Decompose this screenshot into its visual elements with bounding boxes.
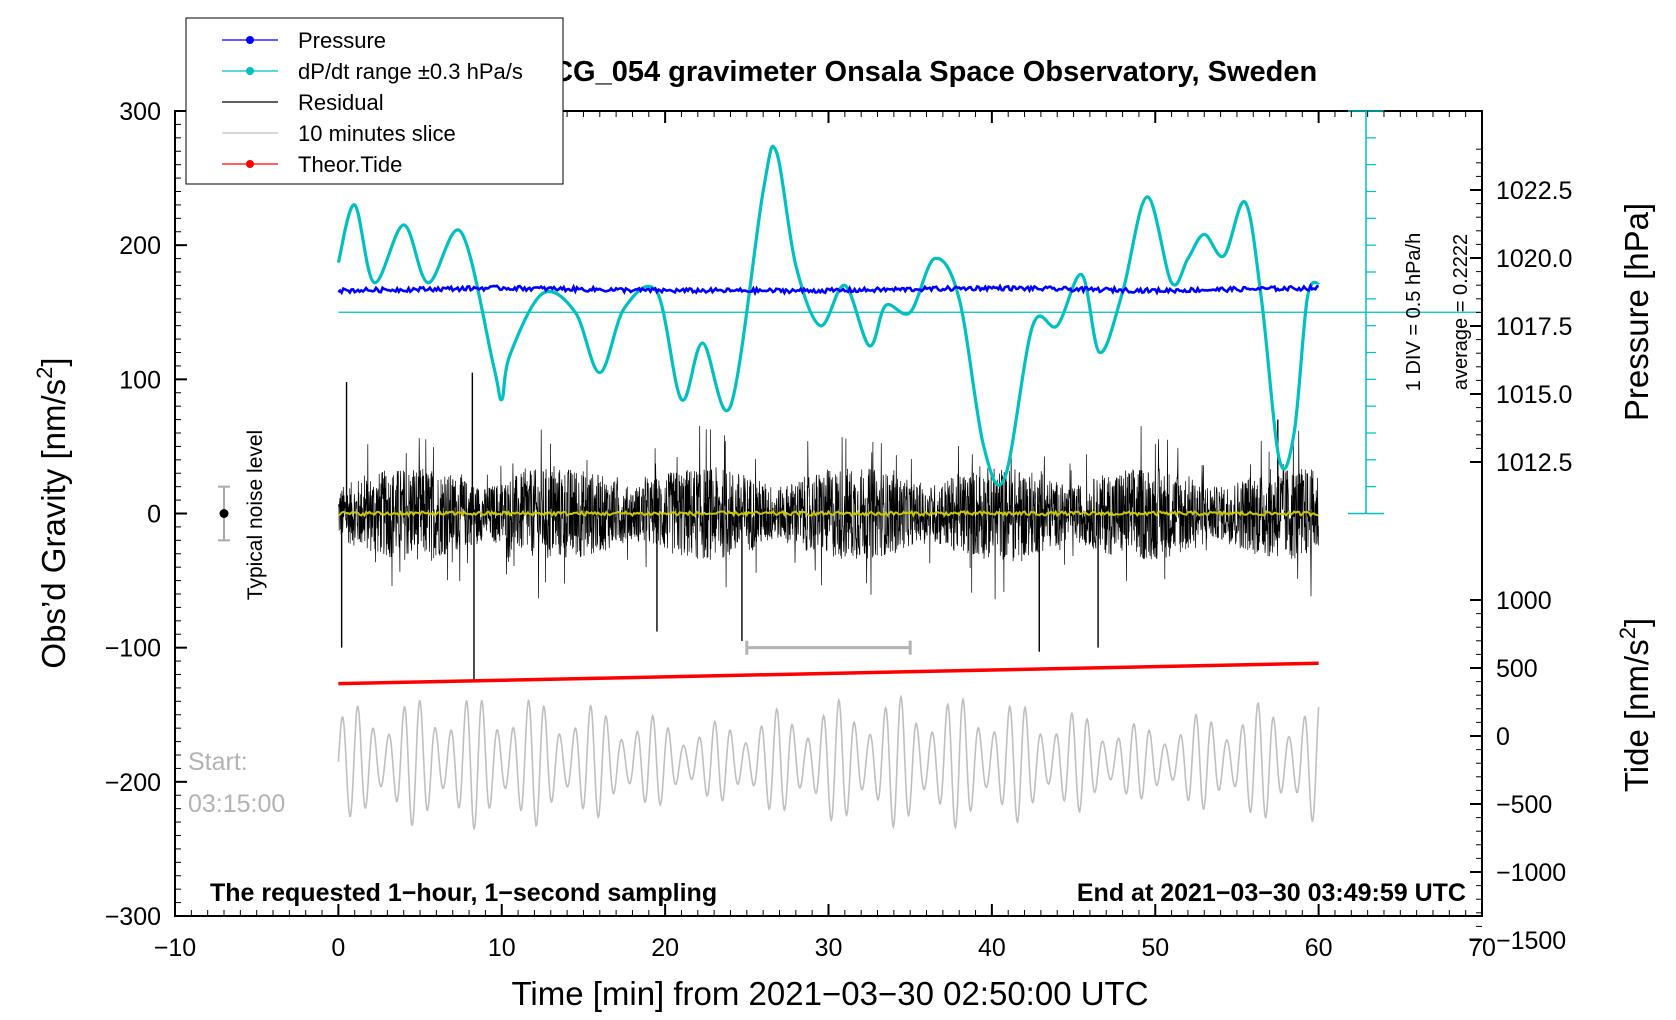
slice-range-bar bbox=[745, 640, 912, 655]
tide-axis-label-close: ] bbox=[1618, 618, 1655, 627]
pressure-tick-label: 1017.5 bbox=[1496, 313, 1572, 341]
legend-label: Pressure bbox=[298, 28, 386, 53]
start-label: Start: bbox=[188, 748, 248, 776]
tide-axis-ticks: 1000 500 0 −500 −1000 −1500 bbox=[1470, 587, 1566, 955]
x-tick-label: 20 bbox=[651, 934, 679, 962]
legend-label: Theor.Tide bbox=[298, 152, 402, 177]
pressure-tick-label: 1012.5 bbox=[1496, 449, 1572, 477]
gravity-tick-label: −200 bbox=[105, 769, 161, 797]
gravity-tick-label: −100 bbox=[105, 635, 161, 663]
legend-label: 10 minutes slice bbox=[298, 121, 456, 146]
mean-line bbox=[337, 509, 1319, 518]
x-tick-label: −10 bbox=[154, 934, 196, 962]
gravity-axis-label-text: Obs’d Gravity [nm/s bbox=[35, 379, 72, 669]
dpdt-scale-line2: average = 0.2222 bbox=[1450, 234, 1472, 390]
gravity-axis-ticks: 300 200 100 0 −100 −200 −300 bbox=[105, 98, 187, 931]
residual-series bbox=[338, 372, 1319, 682]
legend-label: Residual bbox=[298, 90, 384, 115]
tide-axis-label-sup: 2 bbox=[1615, 627, 1640, 639]
sampling-note: The requested 1−hour, 1−second sampling bbox=[210, 879, 717, 907]
noise-level-label: Typical noise level bbox=[244, 430, 267, 600]
tide-tick-label: 500 bbox=[1496, 655, 1538, 683]
slice-series bbox=[337, 694, 1320, 831]
tide-tick-label: 0 bbox=[1496, 723, 1510, 751]
pressure-tick-label: 1022.5 bbox=[1496, 177, 1572, 205]
end-time-note: End at 2021−03−30 03:49:59 UTC bbox=[1077, 879, 1466, 907]
legend-entries: Pressure dP/dt range ±0.3 hPa/s Residual 10… bbox=[222, 28, 523, 177]
x-axis-label: Time [min] from 2021−03−30 02:50:00 UTC bbox=[511, 975, 1148, 1012]
gravity-axis-label-sup: 2 bbox=[32, 367, 57, 379]
gravity-tick-label: 300 bbox=[119, 98, 161, 126]
pressure-series bbox=[337, 282, 1319, 297]
mean-series bbox=[337, 509, 1319, 518]
tide-line bbox=[338, 661, 1319, 686]
gravity-tick-label: −300 bbox=[105, 903, 161, 931]
tide-tick-label: −500 bbox=[1496, 791, 1552, 819]
gravity-tick-label: 100 bbox=[119, 366, 161, 394]
x-tick-label: 60 bbox=[1305, 934, 1333, 962]
noise-level-point bbox=[219, 509, 229, 518]
legend-label: dP/dt range ±0.3 hPa/s bbox=[298, 59, 523, 84]
legend: Pressure dP/dt range ±0.3 hPa/s Residual 10… bbox=[185, 17, 564, 185]
legend-swatch-marker bbox=[246, 160, 254, 168]
tide-tick-label: −1000 bbox=[1496, 859, 1566, 887]
legend-box bbox=[185, 17, 564, 185]
legend-swatch-marker bbox=[246, 67, 254, 75]
tide-tick-label: 1000 bbox=[1496, 587, 1552, 615]
x-tick-label: 70 bbox=[1468, 934, 1496, 962]
dpdt-scale-bar bbox=[1348, 110, 1385, 515]
start-time: 03:15:00 bbox=[188, 790, 285, 818]
chart-title: SCG_054 gravimeter Onsala Space Observat… bbox=[533, 56, 1317, 88]
tide-tick-label: −1500 bbox=[1496, 927, 1566, 955]
gravity-axis-label-close: ] bbox=[35, 357, 72, 366]
x-tick-label: 50 bbox=[1141, 934, 1169, 962]
residual-line bbox=[338, 425, 1319, 600]
x-tick-label: 10 bbox=[488, 934, 516, 962]
x-tick-label: 0 bbox=[331, 934, 345, 962]
noise-level-bar bbox=[218, 485, 231, 542]
dpdt-series bbox=[336, 144, 1482, 487]
gravity-tick-label: 0 bbox=[147, 501, 161, 529]
dpdt-line bbox=[336, 144, 1320, 487]
x-tick-label: 30 bbox=[815, 934, 843, 962]
gravity-tick-label: 200 bbox=[119, 232, 161, 260]
pressure-tick-label: 1020.0 bbox=[1496, 245, 1572, 273]
dpdt-scale-line1: 1 DIV = 0.5 hPa/h bbox=[1403, 233, 1425, 391]
gravity-axis-label: Obs’d Gravity [nm/s2] bbox=[32, 357, 72, 668]
pressure-axis-label: Pressure [hPa] bbox=[1618, 203, 1655, 421]
tide-axis-label: Tide [nm/s2] bbox=[1615, 618, 1655, 792]
pressure-line bbox=[337, 282, 1319, 297]
legend-swatch-marker bbox=[246, 36, 254, 44]
slice-line bbox=[337, 694, 1320, 831]
tide-axis-label-text: Tide [nm/s bbox=[1618, 639, 1655, 792]
pressure-axis-ticks: 1022.5 1020.0 1017.5 1015.0 1012.5 bbox=[1470, 148, 1572, 477]
tide-series bbox=[338, 661, 1319, 686]
x-axis-ticks: −10 0 10 20 30 40 50 60 70 bbox=[154, 111, 1496, 962]
pressure-tick-label: 1015.0 bbox=[1496, 381, 1572, 409]
x-tick-label: 40 bbox=[978, 934, 1006, 962]
